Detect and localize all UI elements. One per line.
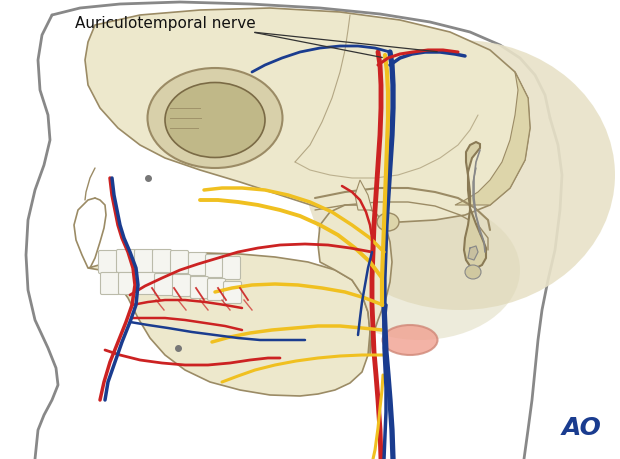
Ellipse shape xyxy=(165,83,265,157)
Polygon shape xyxy=(85,8,530,222)
Polygon shape xyxy=(468,246,478,260)
FancyBboxPatch shape xyxy=(117,250,136,273)
Ellipse shape xyxy=(305,40,615,310)
Polygon shape xyxy=(355,180,372,210)
Text: AO: AO xyxy=(562,416,602,440)
FancyBboxPatch shape xyxy=(170,251,188,274)
FancyBboxPatch shape xyxy=(208,279,226,301)
FancyBboxPatch shape xyxy=(154,274,174,296)
Polygon shape xyxy=(318,205,392,355)
Polygon shape xyxy=(464,142,486,268)
Ellipse shape xyxy=(148,68,283,168)
FancyBboxPatch shape xyxy=(136,273,156,295)
FancyBboxPatch shape xyxy=(172,274,190,297)
Ellipse shape xyxy=(383,325,438,355)
FancyBboxPatch shape xyxy=(205,254,223,278)
Polygon shape xyxy=(88,253,370,396)
FancyBboxPatch shape xyxy=(223,257,241,280)
FancyBboxPatch shape xyxy=(99,251,118,274)
FancyBboxPatch shape xyxy=(135,250,154,273)
FancyBboxPatch shape xyxy=(190,276,208,298)
Ellipse shape xyxy=(320,200,520,340)
FancyBboxPatch shape xyxy=(153,250,172,273)
Polygon shape xyxy=(455,72,530,205)
FancyBboxPatch shape xyxy=(223,281,242,303)
Ellipse shape xyxy=(465,265,481,279)
Text: Auriculotemporal nerve: Auriculotemporal nerve xyxy=(75,16,256,31)
FancyBboxPatch shape xyxy=(100,273,120,295)
Ellipse shape xyxy=(377,213,399,231)
FancyBboxPatch shape xyxy=(188,252,206,275)
FancyBboxPatch shape xyxy=(118,273,138,295)
